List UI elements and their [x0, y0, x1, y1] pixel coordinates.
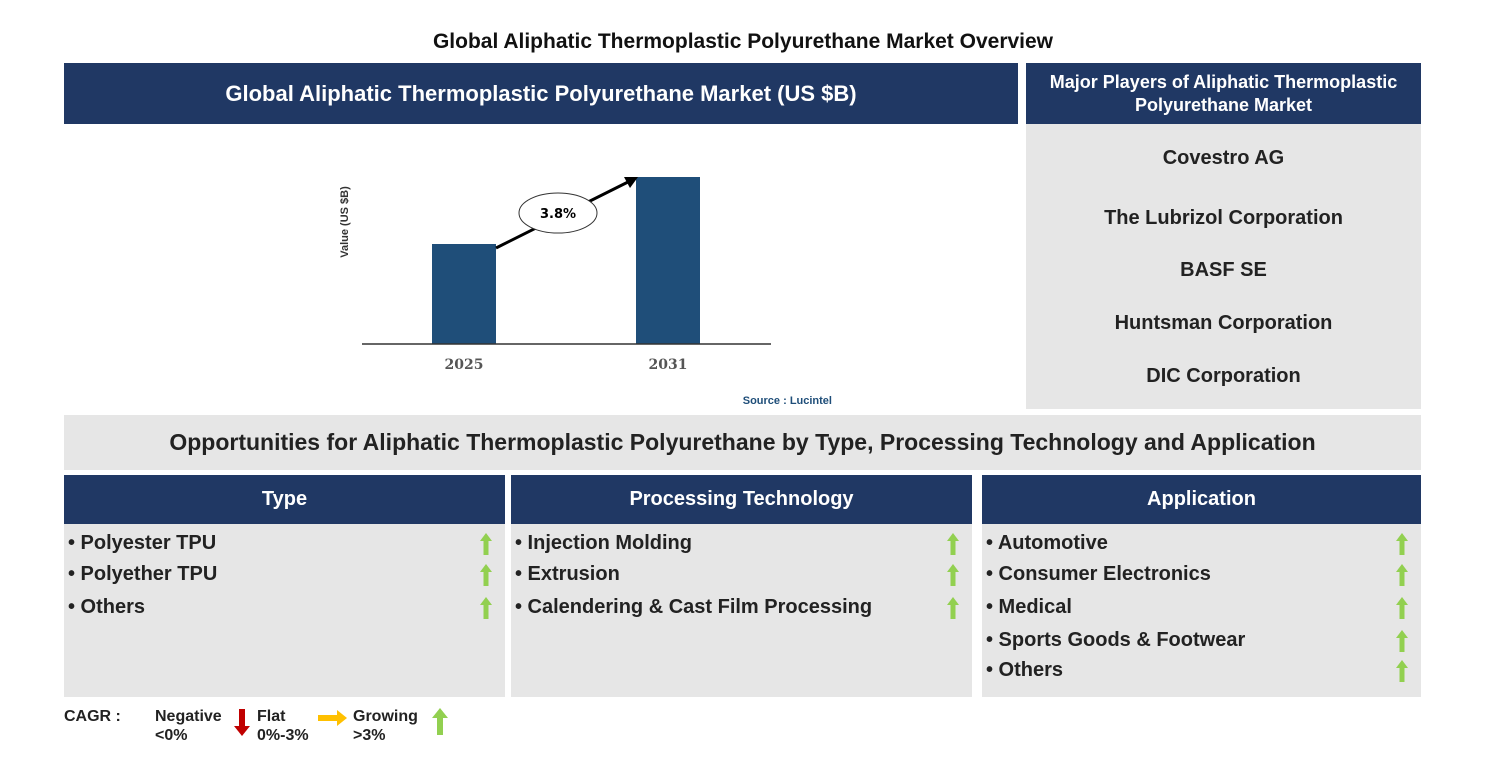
up-arrow-icon: [1396, 660, 1408, 682]
up-arrow-icon: [947, 533, 959, 555]
segment-item: • Medical: [986, 596, 1072, 618]
segment-header: Processing Technology: [511, 475, 972, 524]
segment-item: • Automotive: [986, 532, 1108, 554]
x-tick-label: 2031: [649, 357, 688, 373]
players-header: Major Players of Aliphatic Thermoplastic…: [1026, 63, 1421, 124]
segment-body: • Automotive • Consumer Electronics • Me…: [982, 524, 1421, 697]
legend-label: CAGR :: [64, 708, 121, 725]
down-arrow-icon: [234, 709, 250, 736]
page-title: Global Aliphatic Thermoplastic Polyureth…: [432, 30, 1054, 53]
legend-growing: Growing >3%: [353, 708, 418, 744]
flat-arrow-icon: [318, 710, 347, 726]
players-list: Covestro AG The Lubrizol Corporation BAS…: [1026, 124, 1421, 409]
y-axis-label: Value (US $B): [339, 186, 351, 258]
x-tick-label: 2025: [445, 357, 484, 373]
bar-2031: [636, 177, 700, 344]
opportunities-header: Opportunities for Aliphatic Thermoplasti…: [64, 415, 1421, 470]
segment-item: • Consumer Electronics: [986, 563, 1211, 585]
up-arrow-icon: [480, 597, 492, 619]
bar-chart: Value (US $B) 2025 2031 3.8% Source : Luc…: [339, 177, 832, 407]
cagr-value: 3.8%: [540, 207, 576, 222]
legend-flat: Flat 0%-3%: [257, 708, 309, 744]
chart-header: Global Aliphatic Thermoplastic Polyureth…: [64, 63, 1018, 124]
source-label: Source : Lucintel: [743, 395, 832, 407]
segment-item: • Injection Molding: [515, 532, 692, 554]
cagr-bubble: [518, 192, 598, 234]
up-arrow-icon: [947, 564, 959, 586]
segment-header: Application: [982, 475, 1421, 524]
segment-item: • Others: [986, 659, 1064, 681]
up-arrow-icon: [1396, 564, 1408, 586]
arrow-head-icon: [624, 177, 638, 188]
player-item: Covestro AG: [1162, 147, 1285, 169]
bar-2025: [432, 244, 496, 344]
player-item: Huntsman Corporation: [1114, 312, 1333, 334]
segment-header: Type: [64, 475, 505, 524]
up-arrow-icon: [947, 597, 959, 619]
segment-item: • Polyether TPU: [68, 563, 218, 585]
player-item: BASF SE: [1180, 259, 1267, 281]
segment-item: • Extrusion: [515, 563, 620, 585]
up-arrow-icon: [1396, 630, 1408, 652]
segment-item: • Sports Goods & Footwear: [986, 629, 1246, 651]
segment-body: • Polyester TPU • Polyether TPU • Others: [64, 524, 505, 697]
player-item: DIC Corporation: [1146, 365, 1301, 387]
up-arrow-icon: [1396, 533, 1408, 555]
segment-item: • Polyester TPU: [68, 532, 217, 554]
segment-item: • Others: [68, 596, 146, 618]
up-arrow-icon: [1396, 597, 1408, 619]
legend-negative: Negative <0%: [155, 708, 222, 744]
up-arrow-icon: [480, 564, 492, 586]
player-item: The Lubrizol Corporation: [1104, 207, 1343, 229]
segment-item: • Calendering & Cast Film Processing: [515, 596, 873, 618]
up-arrow-icon: [480, 533, 492, 555]
segment-body: • Injection Molding • Extrusion • Calend…: [511, 524, 972, 697]
up-arrow-icon: [432, 708, 448, 735]
